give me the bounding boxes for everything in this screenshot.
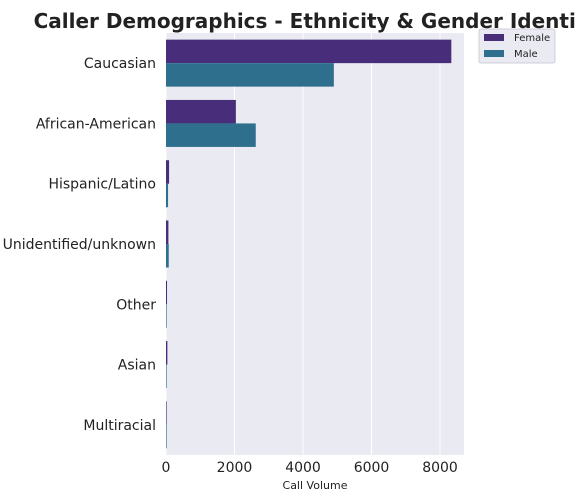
y-tick-label: Unidentified/unknown bbox=[3, 237, 156, 253]
x-axis-label: Call Volume bbox=[283, 479, 348, 492]
bar-male-asian bbox=[166, 364, 167, 389]
bar-female-other bbox=[166, 280, 168, 305]
legend-label-female: Female bbox=[514, 33, 550, 44]
legend-swatch-male bbox=[484, 50, 504, 57]
bar-female-caucasian bbox=[166, 39, 452, 64]
bar-male-other bbox=[166, 304, 167, 328]
x-tick-label: 4000 bbox=[285, 460, 321, 476]
plot-area bbox=[166, 33, 464, 455]
bar-male-african-american bbox=[166, 123, 256, 147]
x-tick-label: 2000 bbox=[217, 460, 253, 476]
y-tick-labels: Caucasian African-American Hispanic/Latino… bbox=[3, 56, 157, 434]
legend-swatch-female bbox=[484, 34, 504, 41]
bar-male-caucasian bbox=[166, 63, 334, 87]
x-tick-label: 8000 bbox=[422, 460, 458, 476]
y-tick-label: Multiracial bbox=[83, 418, 156, 434]
x-tick-label: 6000 bbox=[354, 460, 390, 476]
bar-female-african-american bbox=[166, 99, 236, 124]
y-tick-label: African-American bbox=[36, 116, 156, 132]
y-tick-label: Other bbox=[116, 297, 156, 313]
bar-male-hispanic-latino bbox=[166, 183, 169, 208]
y-tick-label: Caucasian bbox=[84, 56, 156, 72]
bar-female-hispanic-latino bbox=[166, 160, 170, 184]
bar-male-unidentified-unknown bbox=[166, 244, 169, 268]
x-tick-label: 0 bbox=[162, 460, 171, 476]
bars bbox=[166, 39, 452, 449]
legend: Female Male bbox=[478, 28, 556, 64]
bar-female-multiracial bbox=[166, 401, 167, 425]
x-tick-labels: 0 2000 4000 6000 8000 bbox=[162, 460, 458, 476]
bar-male-multiracial bbox=[166, 424, 167, 449]
y-tick-label: Hispanic/Latino bbox=[48, 177, 156, 193]
bar-female-unidentified-unknown bbox=[166, 220, 169, 244]
legend-label-male: Male bbox=[514, 49, 538, 60]
y-tick-label: Asian bbox=[118, 358, 156, 374]
bar-female-asian bbox=[166, 341, 168, 365]
